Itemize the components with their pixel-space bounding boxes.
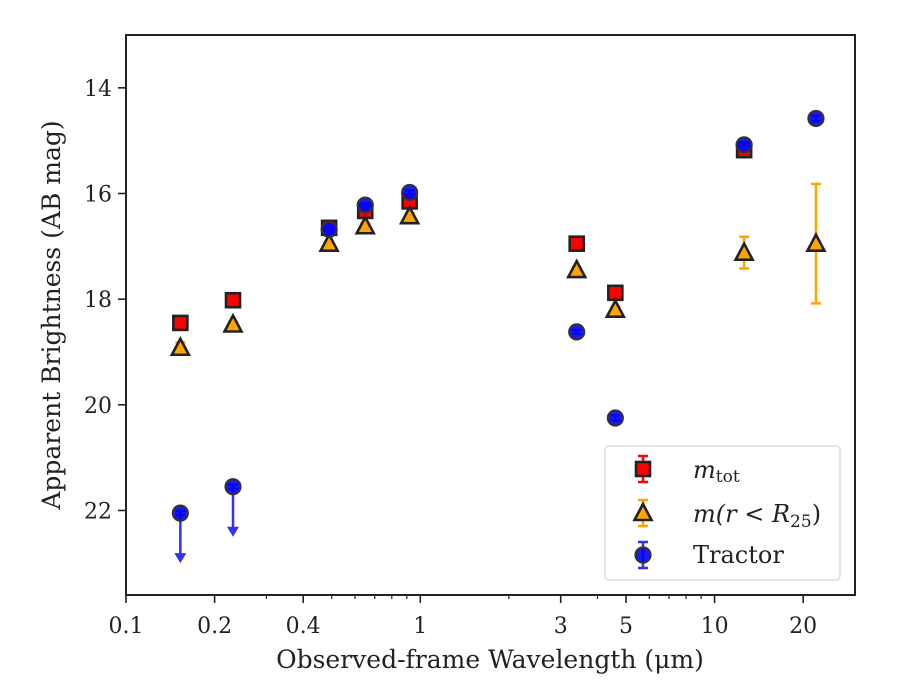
series-2: [171, 109, 825, 564]
data-point: [807, 109, 825, 128]
data-point: [169, 335, 192, 357]
data-point: [607, 284, 624, 302]
data-point: [733, 240, 755, 261]
data-point: [606, 409, 624, 427]
x-tick-label: 0.1: [109, 614, 144, 639]
data-point: [604, 297, 627, 319]
y-tick-label: 22: [84, 499, 112, 524]
data-point: [398, 204, 421, 225]
y-axis-label: Apparent Brightness (AB mag): [37, 120, 66, 510]
data-point: [318, 231, 340, 252]
x-tick-label: 0.4: [286, 614, 321, 639]
y-tick-label: 20: [84, 394, 112, 419]
upper-limit-arrowhead: [174, 553, 187, 564]
x-tick-label: 10: [701, 614, 729, 639]
data-point: [172, 314, 189, 332]
data-point: [171, 504, 189, 522]
series-1: [169, 182, 827, 357]
x-axis-label: Observed-frame Wavelength (μm): [276, 645, 704, 674]
legend-label-mtot: mtot: [693, 456, 740, 487]
data-point: [224, 291, 242, 309]
data-layer: [169, 109, 827, 564]
y-tick-label: 16: [84, 182, 112, 207]
data-point: [735, 136, 753, 154]
data-point: [224, 478, 242, 496]
series-0: [172, 141, 753, 332]
x-tick-label: 5: [619, 614, 633, 639]
data-point: [805, 231, 827, 252]
legend-marker-0: [634, 460, 652, 478]
x-tick-label: 0.2: [197, 614, 232, 639]
legend-marker-2: [634, 546, 652, 564]
data-point: [401, 183, 419, 202]
legend-label-mr25: m(r < R25): [693, 500, 821, 532]
data-point: [222, 312, 244, 333]
x-tick-label: 1: [413, 614, 427, 639]
data-point: [568, 323, 586, 341]
data-point: [356, 196, 374, 214]
x-tick-label: 20: [789, 614, 817, 639]
upper-limit-arrowhead: [227, 526, 240, 537]
plot-frame: [125, 34, 856, 596]
legend-marker-1: [632, 501, 654, 522]
x-tick-label: 3: [554, 614, 568, 639]
y-tick-label: 14: [84, 77, 112, 102]
data-point: [566, 258, 588, 279]
legend: mtot m(r < R25) Tractor: [604, 445, 841, 581]
legend-label-tractor: Tractor: [693, 541, 784, 569]
y-tick-label: 18: [84, 288, 112, 313]
data-point: [354, 214, 376, 235]
data-point: [320, 220, 338, 239]
data-point: [568, 235, 586, 252]
legend-box: [604, 445, 841, 581]
axes: 0.1 0.2 0.4 1 3 5 10 20 14 16 18 20 22: [84, 77, 817, 639]
